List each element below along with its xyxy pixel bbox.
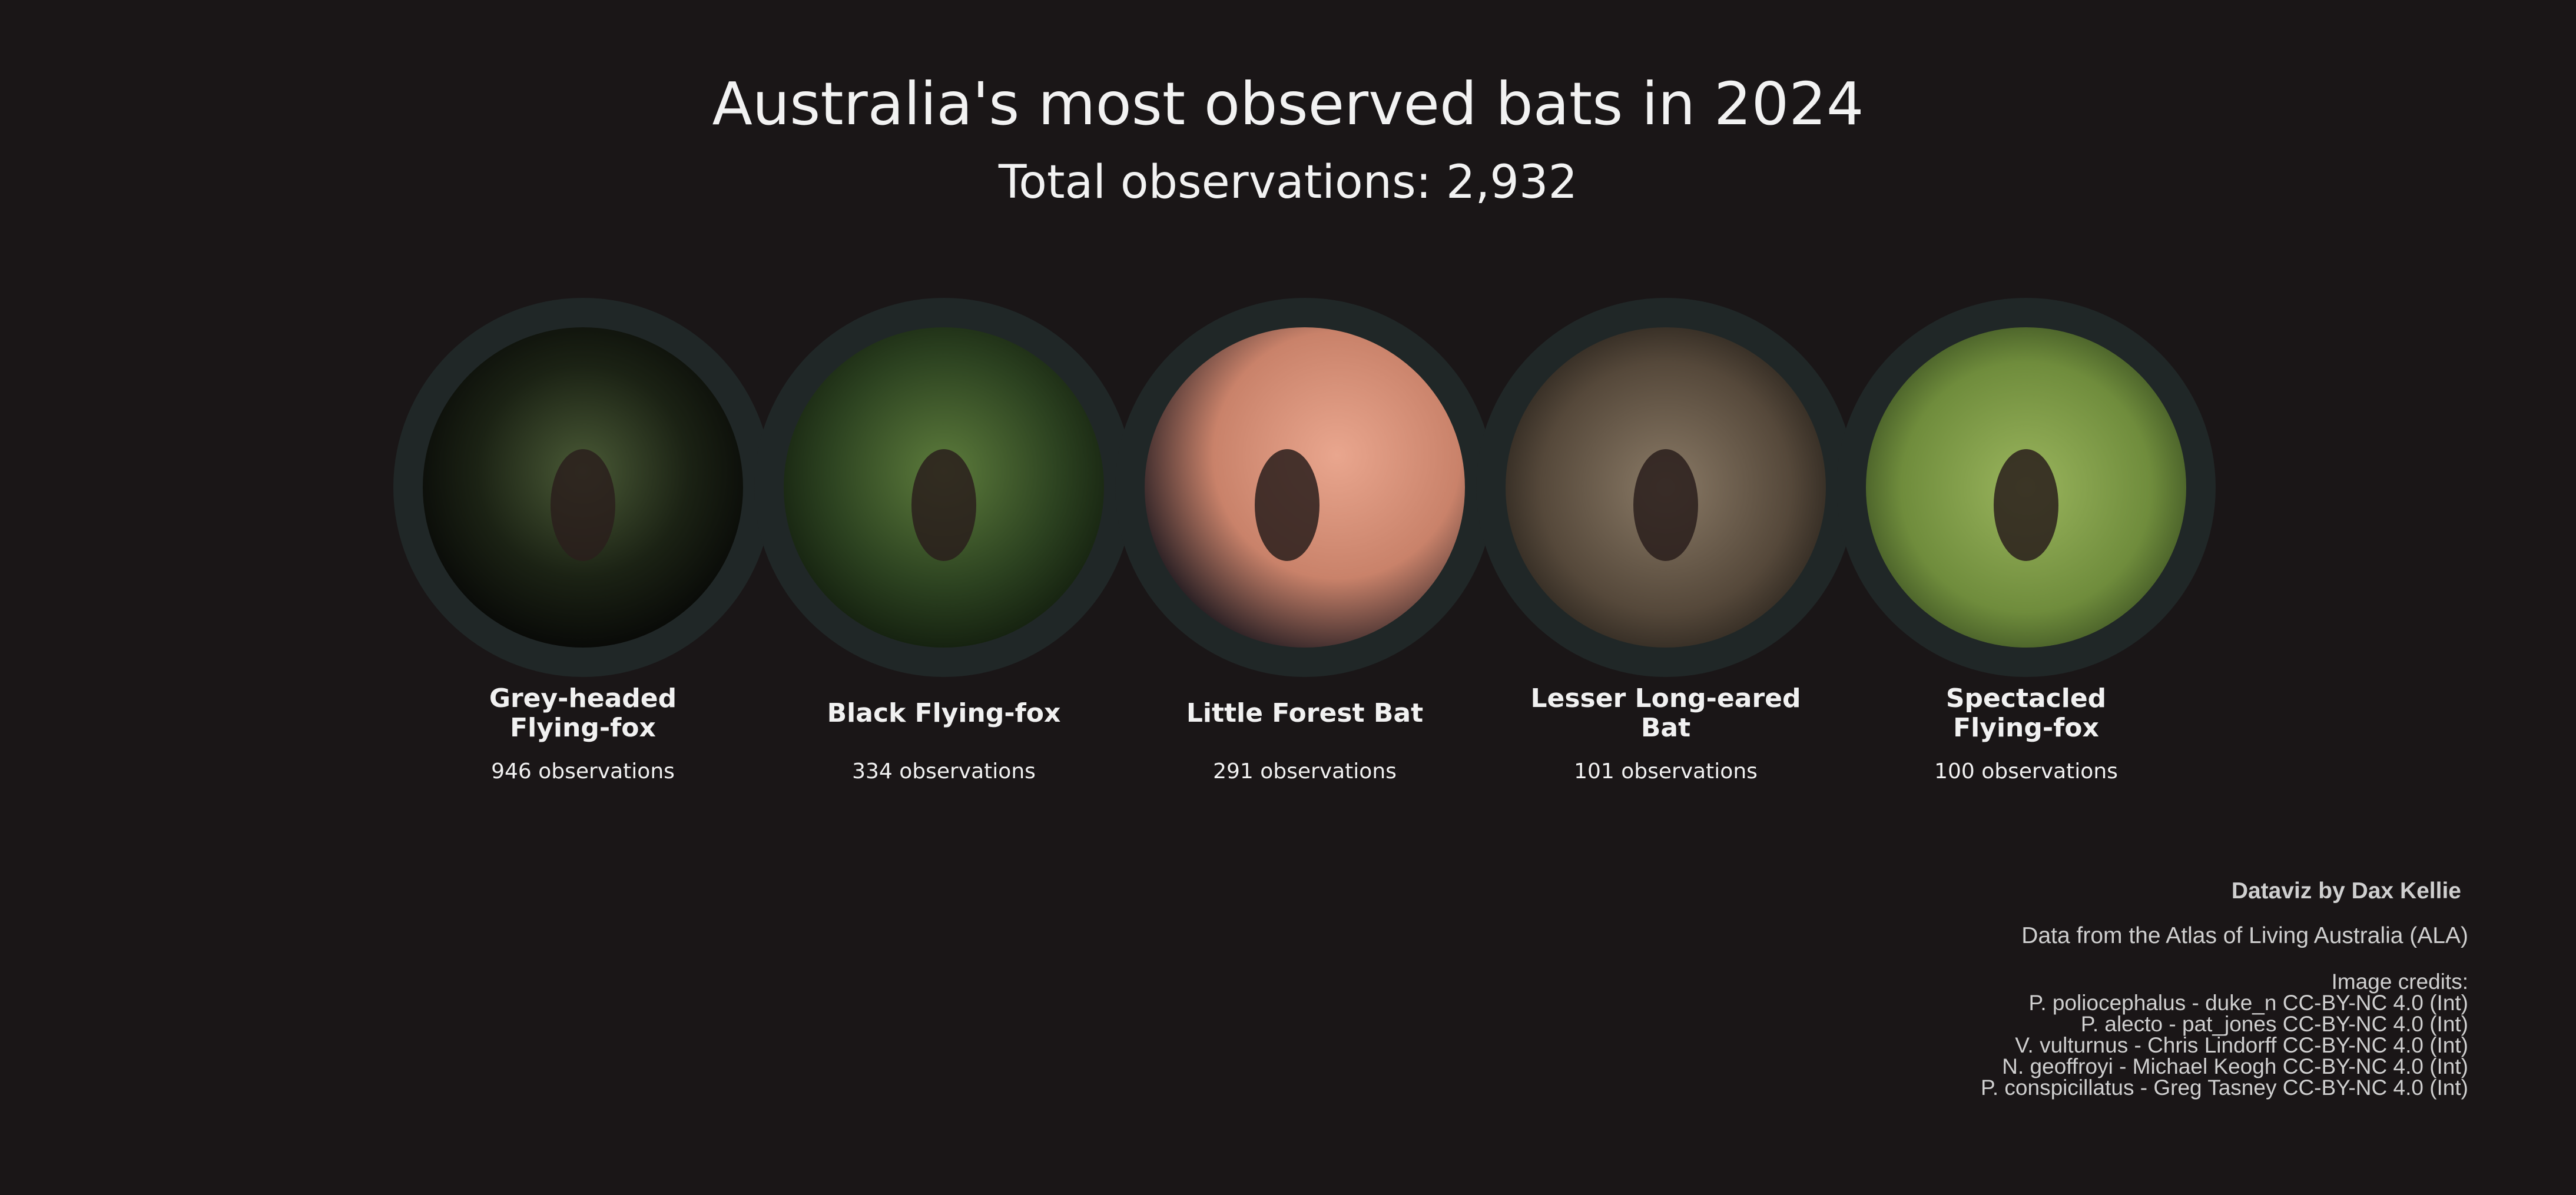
page-subtitle: Total observations: 2,932	[998, 156, 1578, 209]
author-credit: Dataviz by Dax Kellie	[2231, 878, 2461, 904]
species-label: Spectacled Flying-fox	[1946, 683, 2106, 743]
species-label-line: Flying-fox	[1953, 713, 2099, 743]
bat-item: Black Flying-fox 334 observations	[754, 298, 1133, 784]
bat-item: Spectacled Flying-fox 100 observations	[1836, 298, 2216, 784]
species-label: Lesser Long-eared Bat	[1530, 683, 1801, 743]
species-label-line: Lesser Long-eared	[1530, 683, 1801, 713]
observation-count-label: 291 observations	[1213, 759, 1397, 784]
bat-silhouette-icon	[911, 449, 976, 561]
image-credit-line: P. conspicillatus - Greg Tasney CC-BY-NC…	[1980, 1076, 2468, 1100]
species-label-line: Black Flying-fox	[827, 698, 1061, 728]
observation-count-label: 946 observations	[491, 759, 675, 784]
data-source-credit: Data from the Atlas of Living Australia …	[2021, 923, 2468, 948]
species-label: Little Forest Bat	[1186, 698, 1423, 728]
species-label: Grey-headed Flying-fox	[489, 683, 677, 743]
species-label-line: Little Forest Bat	[1186, 698, 1423, 728]
observation-count-label: 100 observations	[1934, 759, 2118, 784]
image-credit-line: P. poliocephalus - duke_n CC-BY-NC 4.0 (…	[2028, 991, 2468, 1015]
image-credits: Image credits: P. poliocephalus - duke_n…	[1644, 971, 2468, 1098]
bat-silhouette-icon	[551, 449, 615, 561]
credits-block: Dataviz by Dax Kellie Data from the Atla…	[1644, 878, 2468, 1098]
observation-count-label: 101 observations	[1574, 759, 1758, 784]
page-title: Australia's most observed bats in 2024	[712, 69, 1864, 138]
bat-silhouette-icon	[1255, 449, 1320, 561]
image-credits-title: Image credits:	[2331, 970, 2468, 994]
bat-silhouette-icon	[1633, 449, 1698, 561]
species-label-line: Spectacled	[1946, 683, 2106, 713]
species-label-line: Bat	[1641, 713, 1690, 743]
species-label-line: Grey-headed	[489, 683, 677, 713]
species-label-line: Flying-fox	[510, 713, 656, 743]
observation-count-label: 334 observations	[852, 759, 1036, 784]
image-credit-line: V. vulturnus - Chris Lindorff CC-BY-NC 4…	[2015, 1033, 2468, 1057]
species-label: Black Flying-fox	[827, 698, 1061, 728]
image-credit-line: N. geoffroyi - Michael Keogh CC-BY-NC 4.…	[2002, 1054, 2468, 1078]
bat-item: Lesser Long-eared Bat 101 observations	[1476, 298, 1855, 784]
bat-item: Grey-headed Flying-fox 946 observations	[393, 298, 773, 784]
image-credit-line: P. alecto - pat_jones CC-BY-NC 4.0 (Int)	[2080, 1012, 2468, 1036]
bat-item: Little Forest Bat 291 observations	[1115, 298, 1494, 784]
bat-silhouette-icon	[1994, 449, 2058, 561]
